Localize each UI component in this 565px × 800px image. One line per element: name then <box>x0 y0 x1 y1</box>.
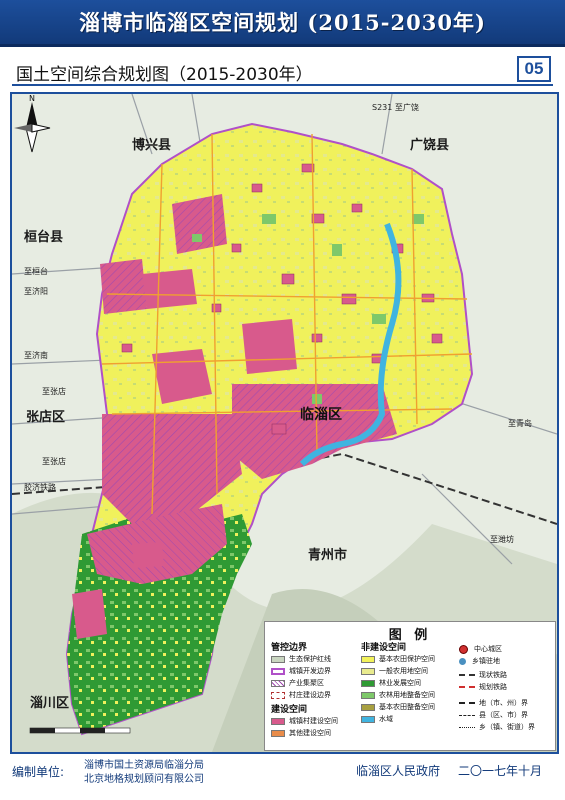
footer-date: 二〇一七年十月 <box>458 764 543 778</box>
legend-county-boundary-label: 县（区、市）界 <box>479 711 528 719</box>
subtitle-row: 国土空间综合规划图（2015-2030年） 05 <box>12 56 553 86</box>
road-label-to-zhangdian-1: 至张店 <box>42 387 66 396</box>
legend-item-town-construction: 城镇村建设空间 <box>271 716 338 726</box>
road-label-to-huantai: 至桓台 <box>24 267 48 276</box>
legend-item-town-seat: 乡镇驻地 <box>459 656 500 666</box>
eco-redline-swatch <box>271 655 285 663</box>
legend-item-basic-farmland: 基本农田保护空间 <box>361 654 435 664</box>
label-zhangdian: 张店区 <box>26 410 66 425</box>
road-label-jiaoji: 胶济铁路 <box>24 483 56 492</box>
legend-water-label: 水域 <box>379 715 393 723</box>
legend-item-planned-rail: 规划铁路 <box>459 682 507 692</box>
legend-item-county-boundary: 县（区、市）界 <box>459 710 528 720</box>
footer-government: 临淄区人民政府 <box>356 764 441 778</box>
legend-industrial-label: 产业集聚区 <box>289 679 324 687</box>
county-boundary-symbol <box>459 714 475 716</box>
scale-bar <box>29 727 131 734</box>
legend-town-seat-label: 乡镇驻地 <box>472 657 500 665</box>
legend-item-existing-rail: 现状铁路 <box>459 670 507 680</box>
road-label-to-weifang: 至潍坊 <box>490 535 514 544</box>
legend-city-boundary-label: 地（市、州）界 <box>479 699 528 707</box>
legend-item-other-construction: 其他建设空间 <box>271 728 331 738</box>
urban-boundary-swatch <box>271 667 285 675</box>
legend-item-industrial: 产业集聚区 <box>271 678 324 688</box>
title-bar: 淄博市临淄区空间规划 (2015-2030年) <box>0 0 565 47</box>
label-qingzhou: 青州市 <box>308 548 348 563</box>
legend-other-construction-label: 其他建设空间 <box>289 729 331 737</box>
label-huantai: 桓台县 <box>24 230 64 245</box>
legend-item-urban-boundary: 城镇开发边界 <box>271 666 331 676</box>
village-boundary-swatch <box>271 691 285 699</box>
north-arrow-icon: N <box>14 94 51 153</box>
label-linzi: 临淄区 <box>300 407 342 423</box>
label-zichuan: 淄川区 <box>30 696 70 711</box>
legend-farmland-reserve-label: 基本农田整备空间 <box>379 703 435 711</box>
other-construction-swatch <box>271 729 285 737</box>
city-boundary-symbol <box>459 702 475 704</box>
legend-urban-boundary-label: 城镇开发边界 <box>289 667 331 675</box>
legend-village-boundary-label: 村庄建设边界 <box>289 691 331 699</box>
legend-item-central-city: 中心城区 <box>459 644 502 654</box>
legend-item-farmland-reserve: 基本农田整备空间 <box>361 702 435 712</box>
page-title: 淄博市临淄区空间规划 (2015-2030年) <box>79 10 486 35</box>
footer-org-1: 淄博市国土资源局临淄分局 <box>84 760 204 771</box>
legend-existing-rail-label: 现状铁路 <box>479 671 507 679</box>
road-label-to-jinan-2: 至济南 <box>24 351 48 360</box>
road-label-s231: S231 至广饶 <box>372 103 419 112</box>
footer-lead: 编制单位: <box>12 765 65 779</box>
town-boundary-symbol <box>459 726 475 728</box>
legend-central-city-label: 中心城区 <box>474 645 502 653</box>
page-number: 05 <box>517 56 551 82</box>
label-boxing: 博兴县 <box>132 138 172 153</box>
legend-head-control: 管控边界 <box>271 643 308 653</box>
road-label-to-qingdao: 至青岛 <box>508 419 532 428</box>
legend-item-town-boundary: 乡（镇、街道）界 <box>459 722 535 732</box>
legend-title: 图 例 <box>388 628 432 643</box>
farmland-reserve-swatch <box>361 703 375 711</box>
label-guangrao: 广饶县 <box>410 138 450 153</box>
existing-rail-symbol <box>459 674 475 676</box>
basic-farmland-swatch <box>361 655 375 663</box>
legend-item-agri-reserve: 农林用地整备空间 <box>361 690 435 700</box>
town-seat-icon <box>459 657 466 665</box>
road-label-to-zhangdian-2: 至张店 <box>42 457 66 466</box>
legend-agri-reserve-label: 农林用地整备空间 <box>379 691 435 699</box>
map-legend: 图 例 管控边界 生态保护红线 城镇开发边界 产业集聚区 村庄建设边界 建设空间… <box>264 621 556 751</box>
legend-item-eco-redline: 生态保护红线 <box>271 654 331 664</box>
legend-eco-redline-label: 生态保护红线 <box>289 655 331 663</box>
forest-swatch <box>361 679 375 687</box>
legend-forest-label: 林业发展空间 <box>379 679 421 687</box>
map-frame: N 博兴县 广饶县 桓台县 张店区 临淄区 青州市 淄川区 至济阳 至济南 至张… <box>10 92 559 754</box>
road-label-to-jinan-1: 至济阳 <box>24 287 48 296</box>
industrial-swatch <box>271 679 285 687</box>
legend-planned-rail-label: 规划铁路 <box>479 683 507 691</box>
legend-basic-farmland-label: 基本农田保护空间 <box>379 655 435 663</box>
legend-item-city-boundary: 地（市、州）界 <box>459 698 528 708</box>
agri-reserve-swatch <box>361 691 375 699</box>
legend-town-construction-label: 城镇村建设空间 <box>289 717 338 725</box>
water-swatch <box>361 715 375 723</box>
legend-head-non-construction: 非建设空间 <box>361 643 407 653</box>
legend-head-construction: 建设空间 <box>271 705 308 715</box>
general-farmland-swatch <box>361 667 375 675</box>
footer: 编制单位: 淄博市国土资源局临淄分局 北京地格规划顾问有限公司 临淄区人民政府 … <box>0 754 565 800</box>
legend-general-farmland-label: 一般农用地空间 <box>379 667 428 675</box>
planned-rail-symbol <box>459 686 475 688</box>
town-construction-swatch <box>271 717 285 725</box>
legend-item-village-boundary: 村庄建设边界 <box>271 690 331 700</box>
north-label: N <box>29 94 35 103</box>
legend-town-boundary-label: 乡（镇、街道）界 <box>479 723 535 731</box>
legend-item-forest: 林业发展空间 <box>361 678 421 688</box>
footer-org-2: 北京地格规划顾问有限公司 <box>84 774 204 785</box>
central-city-icon <box>459 644 468 654</box>
legend-item-water: 水域 <box>361 714 393 724</box>
map-subtitle: 国土空间综合规划图（2015-2030年） <box>16 65 313 85</box>
legend-item-general-farmland: 一般农用地空间 <box>361 666 428 676</box>
